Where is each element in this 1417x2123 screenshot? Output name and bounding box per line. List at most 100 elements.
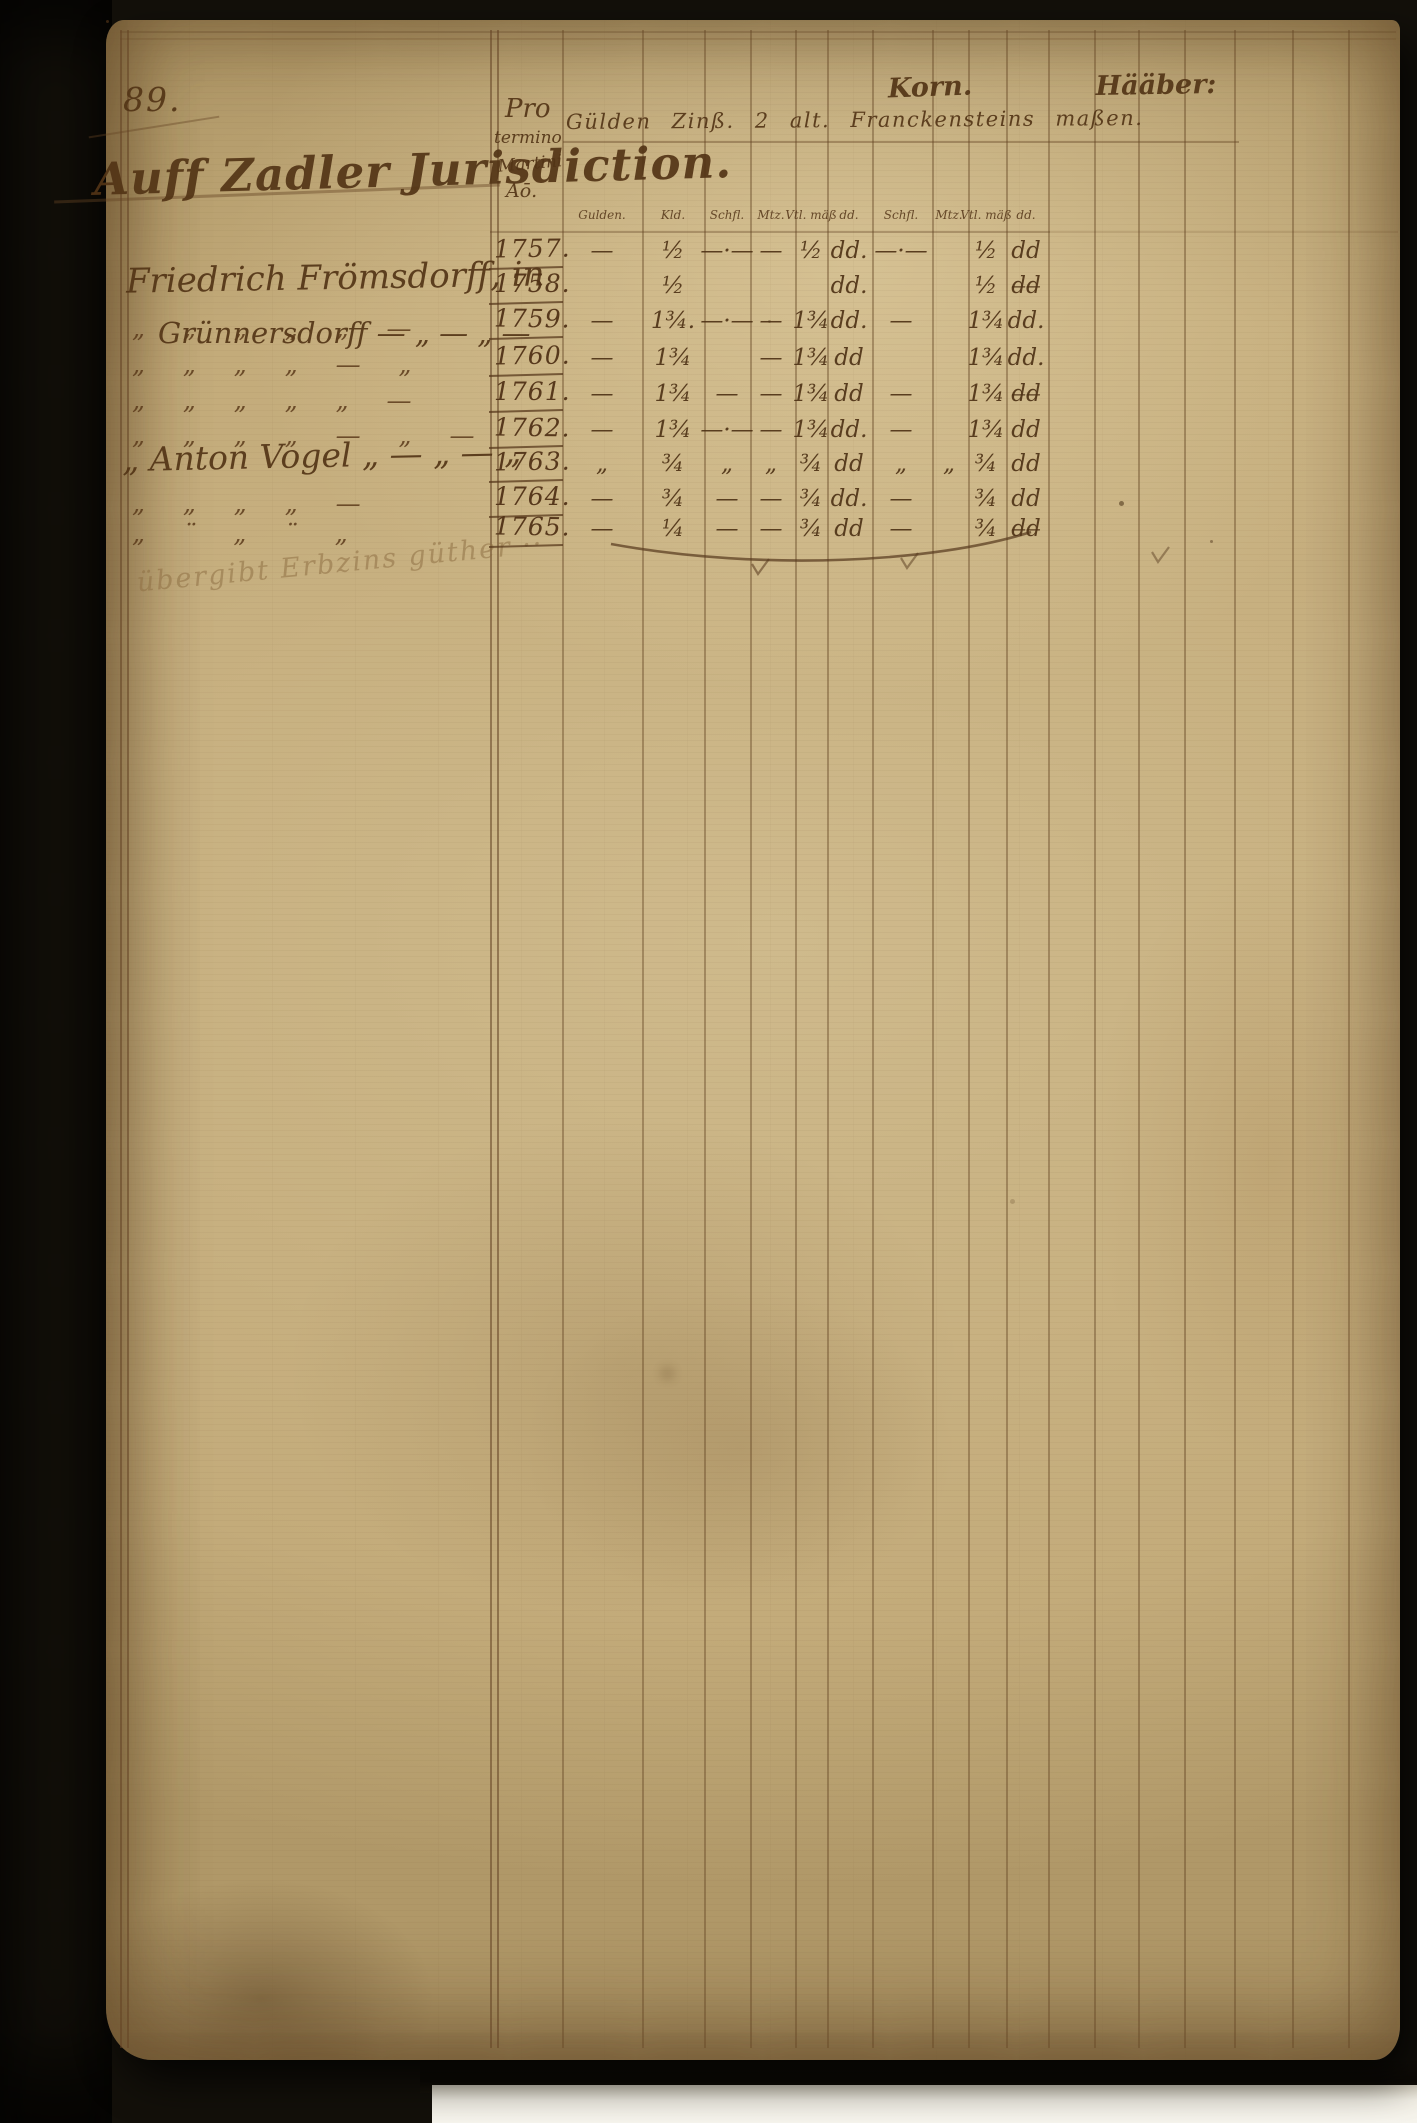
ledger-cell: — (590, 381, 614, 407)
ledger-cell: — (889, 308, 913, 334)
ledger-cell: — (590, 516, 614, 542)
ledger-cell: ½ (799, 238, 823, 264)
column-subheader: Vtl. mäß (785, 208, 837, 222)
ledger-cell: 1¾ (967, 345, 1005, 371)
ledger-cell: ¾ (974, 486, 998, 512)
ledger-cell: ¾ (974, 516, 998, 542)
vertical-rule (795, 30, 797, 2048)
ledger-cell: „ (895, 451, 907, 477)
ledger-cell: dd. (830, 417, 868, 443)
ditto-marks: „ „ „ „ — (132, 489, 361, 518)
top-rule-1 (120, 31, 1396, 33)
column-subheader: Kld. (660, 208, 686, 222)
ledger-cell: — (759, 486, 783, 512)
ledger-cell: 1¾ (654, 417, 692, 443)
row-year: 1763. (493, 446, 571, 477)
ledger-page: 89. Auff Zadler Jurisdiction. Korn. Hääb… (54, 20, 1400, 2060)
entry-name-line2: Grünnersdorff — „ — „ — (158, 316, 531, 350)
scanner-bed-white-strip (432, 2085, 1417, 2123)
ledger-cell: — (759, 417, 783, 443)
ink-specks (106, 20, 109, 23)
ledger-cell: — (759, 345, 783, 371)
ledger-cell: ½ (661, 273, 685, 299)
column-subheader: Vtl. mäß (960, 208, 1012, 222)
ledger-cell: dd (1011, 417, 1041, 443)
ledger-cell: ½ (974, 238, 998, 264)
column-subheader: dd. (1016, 208, 1036, 222)
page-number: 89. (123, 80, 182, 119)
ledger-cell: 1¾ (792, 417, 830, 443)
group-header-line: Gülden Zinß. 2 alt. Franckensteins maßen… (565, 105, 1144, 135)
ledger-cell: „ (596, 451, 608, 477)
term-line-pro: Pro (505, 94, 551, 124)
top-rule-2 (120, 38, 1396, 40)
vertical-rule (120, 30, 122, 2048)
ledger-cell: — (590, 238, 614, 264)
vertical-rule (562, 30, 564, 2048)
ledger-cell: „ (765, 451, 777, 477)
ledger-cell: d̶d̶ (1011, 516, 1041, 542)
ledger-cell: — (889, 417, 913, 443)
vertical-rule (932, 30, 934, 2048)
term-line-anno: Aō. (506, 180, 538, 202)
ledger-cell: 1¾ (967, 381, 1005, 407)
term-line-termino: termino (494, 128, 562, 148)
row-year: 1764. (494, 482, 571, 511)
vertical-rule (642, 30, 644, 2048)
vertical-rule (827, 30, 829, 2048)
vertical-rule (497, 30, 499, 2048)
row-year: 1758. (494, 269, 571, 298)
vertical-rule (1048, 30, 1050, 2048)
ledger-cell: ¾ (974, 451, 998, 477)
ledger-cell: d̶d̶ (1011, 381, 1041, 407)
vertical-rule (704, 30, 706, 2048)
ledger-cell: —·— (874, 238, 928, 264)
ledger-cell: —·— (700, 308, 754, 334)
vertical-rule (1348, 30, 1350, 2048)
ditto-marks: „ „ „ „ — „ — (132, 421, 475, 450)
vertical-rule (968, 30, 970, 2048)
ledger-cell: 1¾ (967, 417, 1005, 443)
ledger-cell: dd. (1007, 308, 1045, 334)
ditto-marks: „ „ „ „ — „ (132, 350, 412, 379)
row-year: 1762. (493, 412, 571, 443)
subheader-underline-faint (1050, 231, 1398, 233)
vertical-rule (750, 30, 752, 2048)
ledger-cell: 1¾ (654, 381, 692, 407)
ledger-cell: 1¾ (792, 308, 830, 334)
column-subheader: Mtz. (935, 208, 963, 222)
ledger-cell: ¾ (799, 486, 823, 512)
ledger-cell: 1¾ (792, 345, 830, 371)
column-subheader: Schfl. (709, 208, 745, 222)
ditto-marks: „ „ „ „ „ — (132, 386, 412, 415)
group-header-underline (563, 141, 1239, 144)
row-year: 1761. (494, 377, 571, 406)
ledger-cell: dd. (830, 273, 868, 299)
ledger-cell: — (590, 486, 614, 512)
row-year: 1759. (493, 303, 571, 334)
ledger-cell: 1¾. (650, 308, 696, 334)
ledger-cell: — (590, 417, 614, 443)
ledger-cell: dd (834, 516, 864, 542)
ledger-cell: dd. (830, 238, 868, 264)
ledger-cell: — (759, 238, 783, 264)
ledger-cell: —·— (700, 417, 754, 443)
haaber-column-header: Hääber: (1095, 68, 1217, 103)
ledger-cell: — (759, 308, 783, 334)
row-year: 1757. (493, 233, 571, 264)
vertical-rule (1094, 30, 1096, 2048)
vertical-rule (1138, 30, 1140, 2048)
vertical-rule (1234, 30, 1236, 2048)
column-subheader: Schfl. (883, 208, 919, 222)
ledger-cell: — (889, 516, 913, 542)
vertical-rule (872, 30, 874, 2048)
ledger-cell: ¾ (661, 451, 685, 477)
entry-name-line1: Friedrich Frömsdorff, in (125, 254, 545, 302)
row-year: 1765. (493, 511, 571, 542)
ledger-cell: ½ (661, 238, 685, 264)
ledger-cell: 1¾ (792, 381, 830, 407)
ditto-marks: „ ¨ „ ¨ „ (132, 519, 348, 548)
book-spine-page-edges (0, 0, 112, 2123)
subheader-underline (490, 231, 1050, 233)
